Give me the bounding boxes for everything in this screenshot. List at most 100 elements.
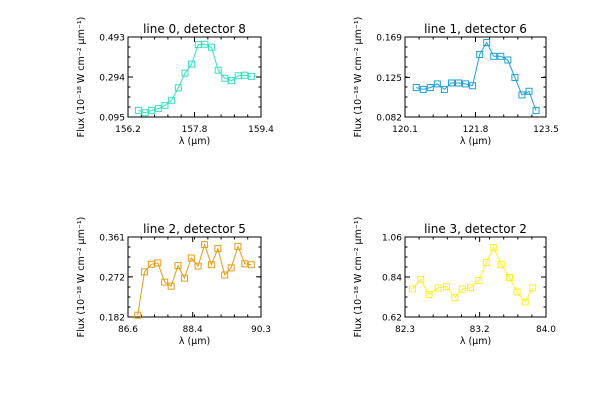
- data-point: [141, 109, 149, 117]
- y-axis-label: Flux (10⁻¹⁸ W cm⁻² μm⁻¹): [353, 17, 364, 138]
- data-point: [469, 82, 477, 90]
- y-tick-label: 0.84: [382, 274, 402, 284]
- data-point: [241, 71, 249, 79]
- plot-frame: [404, 36, 547, 118]
- data-point: [167, 282, 175, 290]
- y-tick-label: 0.095: [99, 114, 125, 124]
- x-tick-label: 86.6: [118, 325, 138, 335]
- x-tick-label: 83.2: [470, 325, 490, 335]
- panel-0: line 0, detector 8 156.2 157.8 159.4 0.095 0.…: [76, 17, 274, 147]
- data-point: [504, 56, 512, 64]
- x-tick-label: 88.4: [183, 325, 203, 335]
- data-point: [458, 285, 466, 293]
- data-point: [513, 288, 521, 296]
- chart-title: line 1, detector 6: [424, 22, 527, 36]
- data-point: [134, 106, 142, 114]
- series-line: [412, 246, 534, 303]
- y-tick-label: 0.62: [382, 314, 402, 324]
- data-point: [447, 79, 455, 87]
- data-point: [180, 274, 188, 282]
- data-point: [412, 84, 420, 92]
- series-line: [138, 43, 252, 114]
- x-axis-label: λ (μm): [460, 336, 491, 347]
- data-point: [425, 290, 433, 298]
- x-tick-label: 82.3: [395, 325, 415, 335]
- data-point: [521, 298, 529, 306]
- data-point: [201, 40, 209, 48]
- data-point: [227, 77, 235, 85]
- data-point: [454, 79, 462, 87]
- y-axis-label: Flux (10⁻¹⁸ W cm⁻² μm⁻¹): [76, 217, 87, 338]
- data-point: [154, 105, 162, 113]
- data-point: [497, 52, 505, 60]
- data-point: [419, 85, 427, 93]
- data-point: [207, 261, 215, 269]
- chart-title: line 2, detector 5: [143, 222, 246, 236]
- y-tick-label: 0.125: [376, 74, 402, 84]
- data-point: [417, 275, 425, 283]
- y-axis-label: Flux (10⁻¹⁸ W cm⁻² μm⁻¹): [353, 217, 364, 338]
- data-point: [234, 242, 242, 250]
- data-point: [161, 278, 169, 286]
- data-point: [221, 74, 229, 82]
- x-tick-label: 159.4: [248, 125, 274, 135]
- y-tick-label: 0.082: [376, 114, 402, 124]
- data-point: [201, 241, 209, 249]
- data-point: [451, 293, 459, 301]
- x-tick-label: 90.3: [251, 325, 271, 335]
- data-point: [247, 261, 255, 269]
- chart-title: line 3, detector 2: [424, 222, 527, 236]
- data-point: [490, 52, 498, 60]
- data-point: [174, 84, 182, 92]
- panel-3: line 3, detector 2 82.3 83.2 84.0 0.62 0.84 1.…: [353, 217, 556, 347]
- data-point: [482, 258, 490, 266]
- data-point: [529, 284, 537, 292]
- x-tick-label: 120.1: [392, 125, 418, 135]
- x-axis-label: λ (μm): [460, 136, 491, 147]
- data-point: [187, 254, 195, 262]
- y-axis-label: Flux (10⁻¹⁸ W cm⁻² μm⁻¹): [76, 17, 87, 138]
- data-point: [433, 80, 441, 88]
- y-tick-label: 0.182: [99, 314, 125, 324]
- data-point: [214, 66, 222, 74]
- data-point: [194, 262, 202, 270]
- data-point: [497, 260, 505, 268]
- series-line: [137, 242, 252, 316]
- data-point: [408, 285, 416, 293]
- data-point: [518, 91, 526, 99]
- data-point: [247, 72, 255, 80]
- data-point: [141, 268, 149, 276]
- data-point: [234, 72, 242, 80]
- x-axis-label: λ (μm): [179, 136, 210, 147]
- y-tick-label: 0.493: [99, 34, 125, 44]
- x-axis-label: λ (μm): [179, 336, 210, 347]
- data-point: [194, 41, 202, 49]
- x-tick-label: 156.2: [115, 125, 141, 135]
- y-tick-label: 0.361: [99, 234, 125, 244]
- data-point: [467, 284, 475, 292]
- data-point: [532, 107, 540, 115]
- data-point: [490, 244, 498, 252]
- data-point: [227, 264, 235, 272]
- data-point: [511, 73, 519, 81]
- panel-1: line 1, detector 6 120.1 121.8 123.5 0.082 0.…: [353, 17, 559, 147]
- data-point: [476, 50, 484, 58]
- chart-title: line 0, detector 8: [143, 22, 246, 36]
- data-point: [161, 101, 169, 109]
- x-tick-label: 121.8: [463, 125, 489, 135]
- data-point: [475, 276, 483, 284]
- data-point: [148, 106, 156, 114]
- x-tick-label: 157.8: [182, 125, 208, 135]
- y-tick-label: 0.294: [99, 74, 125, 84]
- x-tick-label: 84.0: [536, 325, 556, 335]
- data-point: [483, 39, 491, 47]
- data-point: [426, 84, 434, 92]
- data-point: [168, 96, 176, 104]
- data-point: [442, 283, 450, 291]
- data-point: [188, 60, 196, 68]
- data-point: [506, 274, 514, 282]
- y-tick-label: 0.272: [99, 273, 125, 283]
- data-point: [208, 43, 216, 51]
- data-point: [154, 259, 162, 267]
